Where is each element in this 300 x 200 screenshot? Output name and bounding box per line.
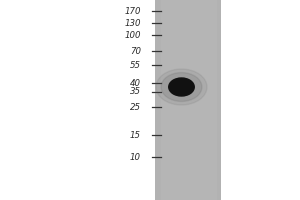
- Ellipse shape: [156, 69, 207, 105]
- Text: 55: 55: [130, 60, 141, 70]
- Text: 25: 25: [130, 102, 141, 112]
- Text: 35: 35: [130, 88, 141, 97]
- Bar: [154, 0, 220, 200]
- Ellipse shape: [169, 78, 194, 96]
- Text: 100: 100: [124, 30, 141, 40]
- Text: 10: 10: [130, 152, 141, 162]
- Bar: [160, 0, 217, 200]
- Text: 70: 70: [130, 46, 141, 55]
- Text: 130: 130: [124, 19, 141, 27]
- Text: 40: 40: [130, 78, 141, 88]
- Ellipse shape: [161, 73, 202, 101]
- Text: 15: 15: [130, 130, 141, 140]
- Text: 170: 170: [124, 6, 141, 16]
